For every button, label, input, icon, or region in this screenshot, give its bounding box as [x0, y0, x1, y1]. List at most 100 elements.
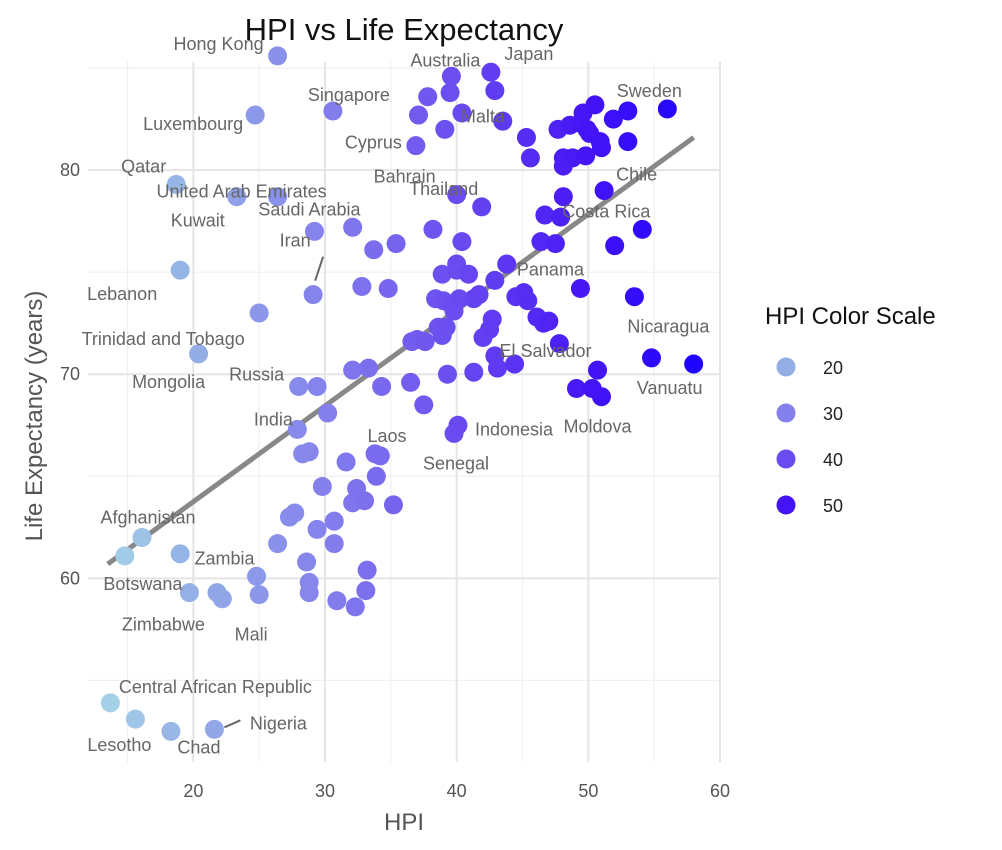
x-tick-label: 30: [315, 781, 335, 801]
data-point: [299, 583, 319, 603]
point-label: Indonesia: [475, 419, 554, 439]
data-point: [268, 187, 288, 207]
x-tick-label: 50: [578, 781, 598, 801]
data-point: [516, 128, 536, 148]
point-label: Japan: [504, 44, 553, 64]
data-point: [327, 591, 347, 611]
point-label: Russia: [229, 364, 285, 384]
data-point: [594, 181, 614, 201]
data-point: [345, 597, 365, 617]
data-point: [437, 364, 457, 384]
point-label: Mali: [235, 625, 268, 645]
data-point: [618, 132, 638, 152]
point-label: Chile: [616, 165, 657, 185]
data-point: [469, 285, 489, 305]
point-label: Bahrain: [374, 167, 436, 187]
legend-swatch: [776, 449, 796, 469]
legend-swatch: [776, 403, 796, 423]
data-point: [161, 721, 181, 741]
data-point: [372, 376, 392, 396]
data-point: [285, 503, 305, 523]
legend-label: 20: [823, 358, 843, 378]
data-point: [440, 83, 460, 103]
data-point: [588, 360, 608, 380]
point-label: Thailand: [409, 179, 478, 199]
point-label: Senegal: [423, 453, 489, 473]
data-point: [449, 289, 469, 309]
data-point: [170, 260, 190, 280]
point-label: Trinidad and Tobago: [82, 329, 245, 349]
data-point: [378, 279, 398, 299]
point-label: Singapore: [308, 85, 390, 105]
data-point: [423, 219, 443, 239]
data-point: [448, 415, 468, 435]
data-point: [355, 491, 374, 511]
data-point: [318, 403, 338, 423]
y-tick-label: 60: [60, 568, 80, 588]
gridlines: [88, 62, 721, 762]
data-point: [452, 103, 472, 123]
data-point: [435, 119, 455, 139]
x-tick-label: 40: [447, 781, 467, 801]
data-point: [459, 264, 479, 284]
data-point: [585, 95, 605, 115]
point-label: Chad: [177, 737, 220, 757]
data-point: [531, 232, 551, 252]
point-label: Luxembourg: [143, 114, 243, 134]
data-point: [549, 334, 569, 354]
data-point: [684, 354, 704, 374]
data-point: [545, 234, 565, 254]
data-point: [227, 187, 247, 207]
point-label: Iran: [280, 231, 311, 251]
data-point: [401, 372, 421, 392]
data-points: [100, 46, 704, 741]
point-label: Mongolia: [132, 372, 206, 392]
point-label: Central African Republic: [119, 677, 312, 697]
data-point: [414, 395, 434, 415]
data-point: [307, 519, 327, 539]
data-point: [343, 360, 363, 380]
data-point: [452, 232, 472, 252]
data-point: [179, 583, 199, 603]
chart-title: HPI vs Life Expectancy: [245, 12, 564, 47]
data-point: [366, 466, 386, 486]
point-label: El Salvador: [500, 341, 592, 361]
legend: HPI Color Scale 20 30 40 50: [765, 303, 936, 516]
data-point: [553, 187, 573, 207]
data-point: [566, 379, 586, 399]
data-point: [605, 236, 625, 256]
point-label: Malta: [461, 107, 506, 127]
data-point: [383, 495, 403, 515]
data-point: [603, 109, 623, 129]
data-point: [304, 221, 324, 241]
data-point: [418, 87, 438, 107]
legend-label: 30: [823, 404, 843, 424]
data-point: [356, 581, 376, 601]
data-point: [535, 205, 555, 225]
data-point: [432, 264, 452, 284]
point-label: India: [254, 409, 294, 429]
point-label: United Arab Emirates: [157, 182, 327, 202]
point-label: Kuwait: [171, 211, 225, 231]
point-label: Panama: [517, 260, 585, 280]
data-point: [370, 446, 390, 466]
data-point: [472, 197, 492, 217]
data-point: [415, 332, 435, 352]
data-point: [289, 376, 309, 396]
data-point: [125, 709, 145, 729]
data-point: [618, 101, 638, 121]
data-point: [487, 358, 507, 378]
y-tick-label: 80: [60, 160, 80, 180]
data-point: [364, 240, 384, 260]
data-point: [312, 476, 332, 496]
data-point: [576, 146, 596, 166]
legend-label: 50: [823, 496, 843, 516]
label-leader-lines: [223, 256, 325, 729]
point-label: Qatar: [121, 156, 166, 176]
point-label: Lesotho: [87, 735, 151, 755]
data-point: [204, 719, 224, 739]
data-point: [657, 99, 677, 119]
data-point: [268, 46, 288, 66]
x-tick-label: 20: [183, 781, 203, 801]
